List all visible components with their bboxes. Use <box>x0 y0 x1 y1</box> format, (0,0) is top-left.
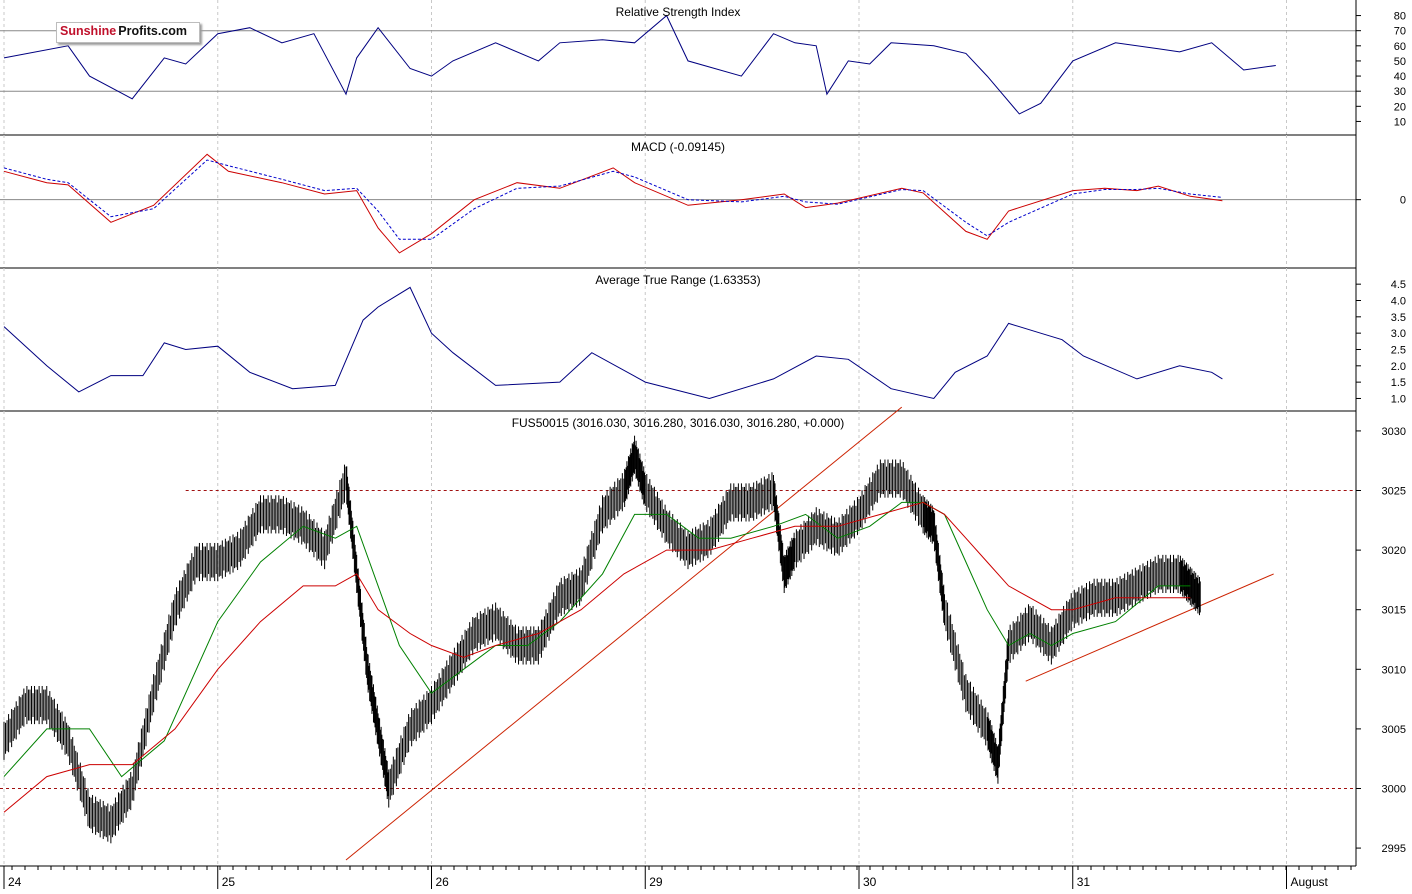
y-tick-label: 80 <box>1394 11 1406 23</box>
series-line-0 <box>3 501 1191 778</box>
trendline <box>345 406 903 861</box>
y-tick-label: 10 <box>1394 116 1406 128</box>
logo: Sunshine Profits.com <box>56 22 201 43</box>
trendline <box>1025 573 1274 682</box>
series-line-1 <box>3 159 1223 240</box>
x-tick-label: 31 <box>1077 875 1091 889</box>
y-tick-label: 2995 <box>1382 843 1406 855</box>
x-tick-label: 24 <box>8 875 22 889</box>
y-tick-label: 4.0 <box>1391 295 1406 307</box>
x-tick-label: August <box>1291 875 1329 889</box>
y-tick-label: 40 <box>1394 71 1406 83</box>
y-tick-label: 3030 <box>1382 426 1406 438</box>
x-tick-label: 30 <box>863 875 877 889</box>
panel-3: FUS50015 (3016.030, 3016.280, 3016.030, … <box>0 406 1406 867</box>
panel-title: MACD (-0.09145) <box>631 140 725 154</box>
panel-0: Relative Strength Index 80 70 60 50 40 30 20 10 <box>0 0 1406 136</box>
x-tick-label: 26 <box>436 875 450 889</box>
x-tick-label: 25 <box>222 875 236 889</box>
y-tick-label: 3020 <box>1382 545 1406 557</box>
y-tick-label: 0 <box>1400 195 1406 207</box>
series-line-0 <box>3 14 1276 115</box>
panel-title: FUS50015 (3016.030, 3016.280, 3016.030, … <box>512 416 845 430</box>
series-line-0 <box>3 153 1223 254</box>
y-tick-label: 3015 <box>1382 605 1406 617</box>
y-tick-label: 50 <box>1394 56 1406 68</box>
logo-part-2: Profits.com <box>118 23 200 42</box>
logo-part-1: Sunshine <box>57 23 119 42</box>
y-tick-label: 30 <box>1394 86 1406 98</box>
series-line-0 <box>3 286 1223 400</box>
panel-1: MACD (-0.09145) 0 <box>0 135 1406 269</box>
series-line-1 <box>3 501 1191 813</box>
y-tick-label: 1.5 <box>1391 377 1406 389</box>
y-tick-label: 3.0 <box>1391 328 1406 340</box>
y-axis-area <box>1356 0 1412 889</box>
y-tick-label: 20 <box>1394 101 1406 113</box>
y-tick-label: 3.5 <box>1391 312 1406 324</box>
y-tick-label: 3025 <box>1382 486 1406 498</box>
y-tick-label: 70 <box>1394 26 1406 38</box>
panel-2: Average True Range (1.63353) 4.5 4.0 3.5 3.0… <box>0 268 1406 412</box>
panel-title: Average True Range (1.63353) <box>595 273 760 287</box>
y-tick-label: 1.0 <box>1391 393 1406 405</box>
y-tick-label: 4.5 <box>1391 279 1406 291</box>
panel-title: Relative Strength Index <box>616 5 741 19</box>
y-tick-label: 3005 <box>1382 724 1406 736</box>
y-tick-label: 2.0 <box>1391 361 1406 373</box>
y-tick-label: 2.5 <box>1391 344 1406 356</box>
x-tick-label: 29 <box>649 875 663 889</box>
y-tick-label: 60 <box>1394 41 1406 53</box>
y-tick-label: 3010 <box>1382 664 1406 676</box>
y-tick-label: 3000 <box>1382 783 1406 795</box>
